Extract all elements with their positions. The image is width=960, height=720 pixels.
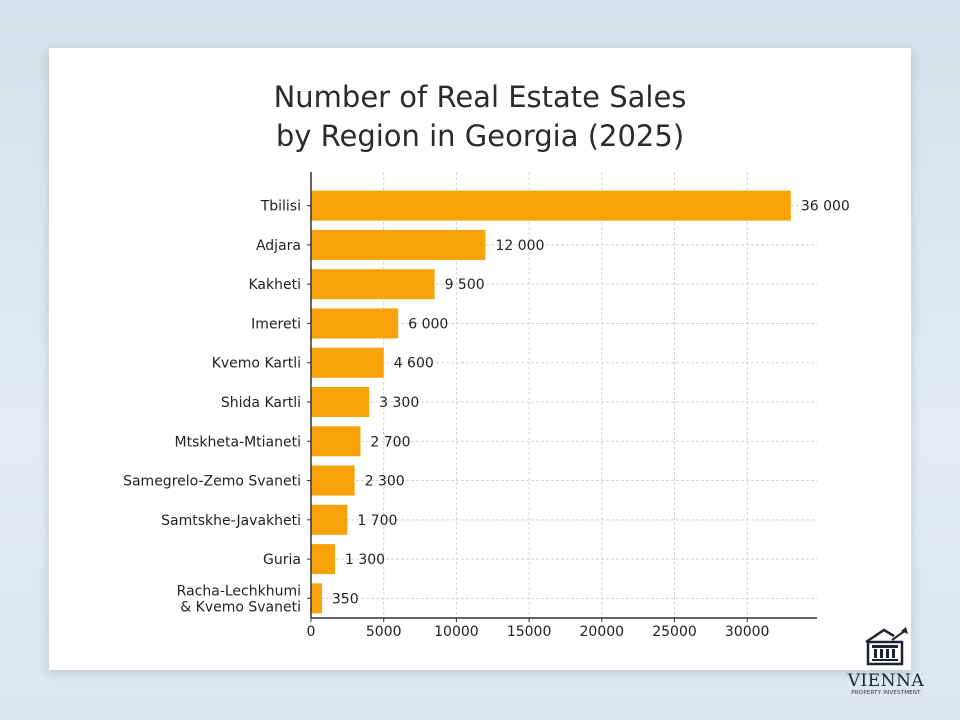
x-tick-label: 0: [307, 624, 316, 640]
data-label: 6 000: [408, 316, 448, 332]
bar-7: [311, 465, 355, 496]
chart-title-line-2: by Region in Georgia (2025): [275, 119, 685, 153]
category-label: Imereti: [251, 316, 301, 332]
x-tick-label: 30000: [725, 624, 770, 640]
bar-3: [311, 308, 399, 339]
category-label: Samtskhe-Javakheti: [161, 513, 301, 529]
bar-0: [311, 190, 791, 221]
bar-2: [311, 269, 435, 300]
category-label: Shida Kartli: [221, 395, 301, 411]
logo-subtext: PROPERTY INVESTMENT: [851, 690, 921, 696]
bar-1: [311, 229, 486, 260]
category-label: Kvemo Kartli: [212, 356, 301, 372]
x-tick-label: 5000: [366, 624, 402, 640]
x-tick-label: 10000: [434, 624, 479, 640]
x-tick-label: 15000: [507, 624, 552, 640]
category-label: Guria: [263, 552, 301, 568]
data-label: 350: [332, 591, 359, 607]
category-label: Adjara: [256, 238, 301, 254]
bar-9: [311, 544, 335, 575]
category-label: Kakheti: [249, 277, 302, 293]
data-label: 4 600: [394, 356, 434, 372]
category-label: Samegrelo-Zemo Svaneti: [123, 474, 301, 490]
bar-5: [311, 387, 370, 417]
bank-building-with-rising-arrow-icon: [865, 627, 908, 666]
data-label: 9 500: [445, 277, 485, 293]
bar-6: [311, 426, 361, 457]
data-label: 1 700: [357, 513, 397, 529]
data-label: 2 300: [365, 474, 405, 490]
data-label: 1 300: [345, 552, 385, 568]
bar-8: [311, 504, 348, 535]
category-label: Tbilisi: [260, 199, 301, 215]
data-label: 36 000: [801, 199, 850, 215]
data-label: 3 300: [379, 395, 419, 411]
data-label: 12 000: [495, 238, 544, 254]
bar-10: [311, 583, 322, 614]
bar-4: [311, 347, 384, 378]
data-label: 2 700: [370, 434, 410, 450]
logo: VIENNA PROPERTY INVESTMENT: [838, 626, 934, 696]
category-label: Mtskheta-Mtianeti: [175, 434, 301, 450]
chart-title: Number of Real Estate Sales by Region in…: [49, 78, 911, 156]
chart-title-line-1: Number of Real Estate Sales: [273, 80, 687, 114]
logo-name: VIENNA: [847, 671, 925, 691]
x-tick-label: 20000: [580, 624, 625, 640]
category-label: & Kvemo Svaneti: [180, 599, 301, 615]
category-label: Racha-Lechkhumi: [177, 583, 301, 599]
x-tick-label: 25000: [652, 624, 697, 640]
chart-card: [49, 48, 911, 670]
